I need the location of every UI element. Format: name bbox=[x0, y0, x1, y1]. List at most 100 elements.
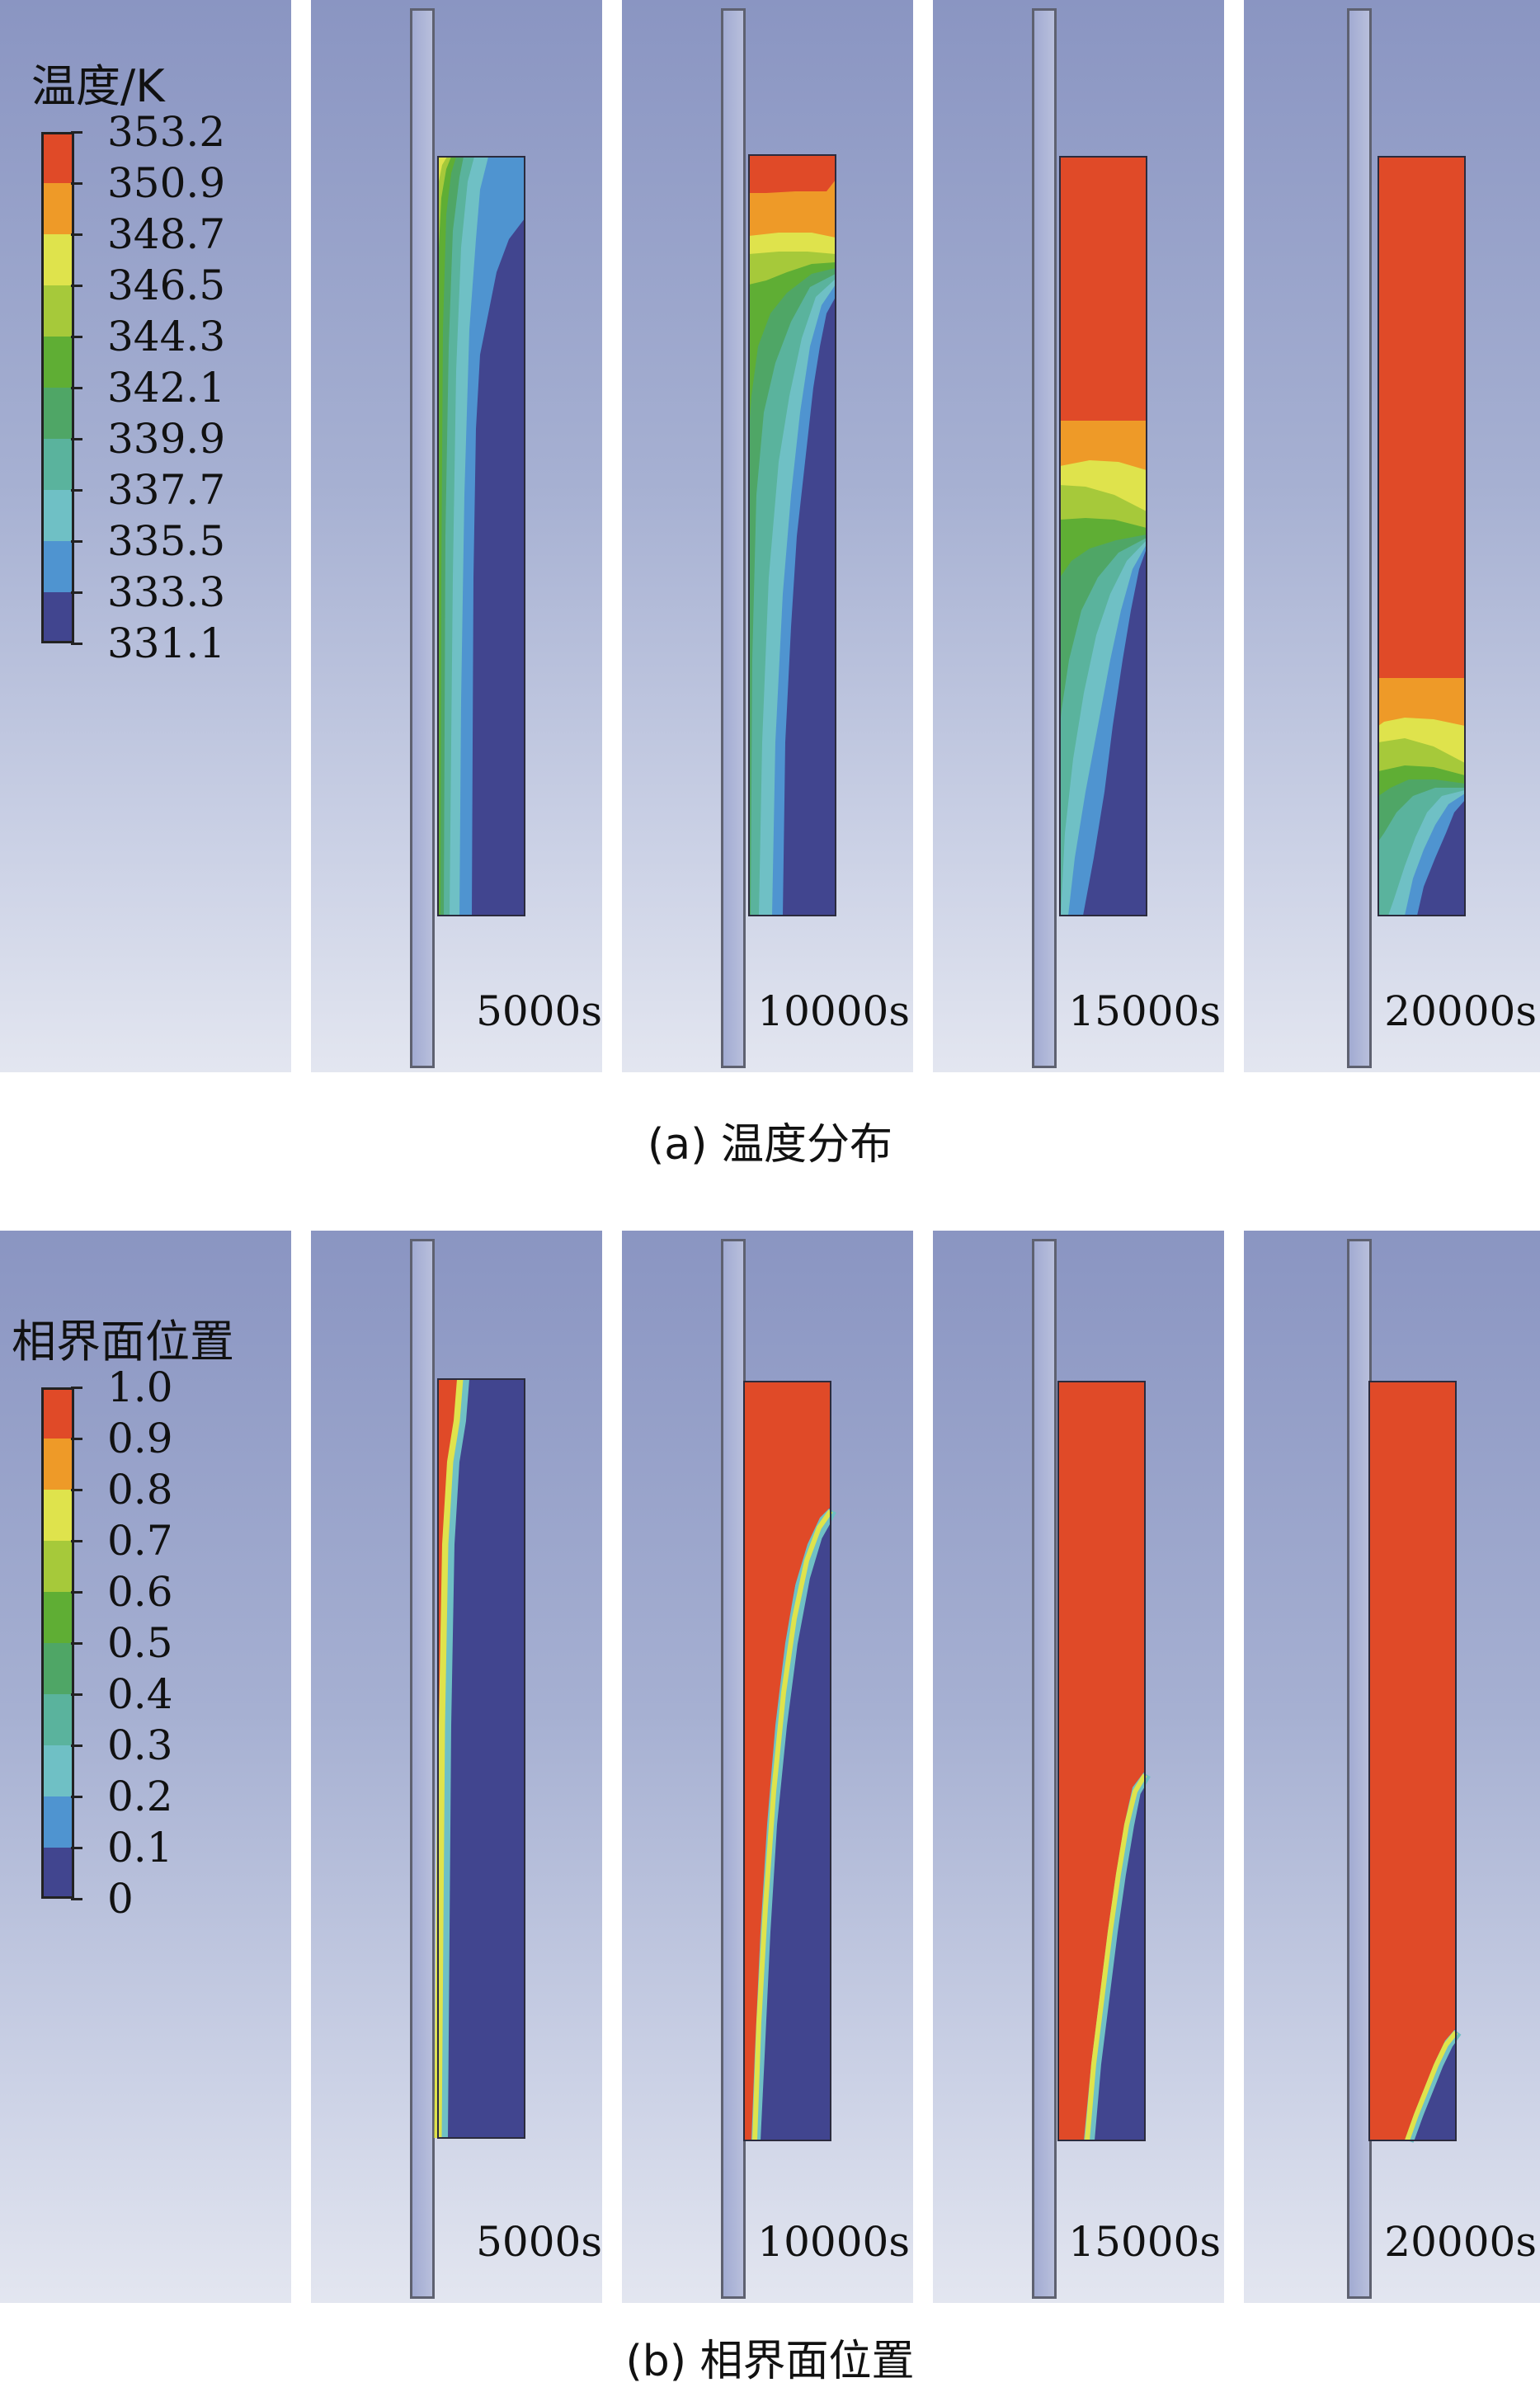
interface-band bbox=[752, 1509, 833, 2141]
temperature-legend-panel: 温度/K 353.2 350.9 348.7 346.5 344.3 342.1 339.9… bbox=[0, 0, 291, 1072]
legend-swatch bbox=[41, 1387, 74, 1438]
time-label: 5000s bbox=[476, 987, 602, 1035]
zone-342 bbox=[438, 157, 456, 916]
zone-353 bbox=[749, 155, 836, 193]
liquid-region bbox=[744, 1382, 831, 2140]
legend-swatch bbox=[41, 541, 74, 592]
legend-swatch bbox=[41, 234, 74, 285]
legend-tick bbox=[71, 1591, 82, 1594]
legend-swatch bbox=[41, 1745, 74, 1796]
legend-tick bbox=[71, 591, 82, 594]
legend-swatch bbox=[41, 592, 74, 643]
phase-panel-4: 20000s bbox=[1244, 1231, 1540, 2303]
caption-b: (b) 相界面位置 bbox=[625, 2337, 915, 2386]
legend-label: 344.3 bbox=[107, 313, 226, 360]
pcm-region-outline bbox=[1368, 1381, 1457, 2141]
temperature-section: 温度/K 353.2 350.9 348.7 346.5 344.3 342.1 339.9… bbox=[0, 0, 1540, 1072]
time-label: 15000s bbox=[1068, 987, 1221, 1035]
temperature-field-1 bbox=[437, 156, 525, 916]
pcm-region-outline bbox=[437, 156, 525, 916]
legend-swatch bbox=[41, 388, 74, 439]
legend-tick bbox=[71, 387, 82, 389]
legend-swatch bbox=[41, 1848, 74, 1899]
temperature-legend-title: 温度/K bbox=[31, 60, 165, 112]
legend-swatch bbox=[41, 285, 74, 337]
legend-label: 0 bbox=[107, 1875, 134, 1923]
phase-legend-title: 相界面位置 bbox=[12, 1316, 234, 1368]
legend-tick bbox=[71, 1898, 82, 1900]
legend-label: 0.4 bbox=[107, 1670, 173, 1718]
tube-wall bbox=[410, 8, 435, 1068]
tube-wall bbox=[721, 8, 746, 1068]
tube-wall bbox=[1032, 1239, 1057, 2299]
pcm-region-outline bbox=[743, 1381, 831, 2141]
phase-field-3 bbox=[1057, 1381, 1151, 2141]
tube-wall bbox=[410, 1239, 435, 2299]
legend-label: 0.1 bbox=[107, 1824, 173, 1872]
zone-339 bbox=[438, 157, 464, 916]
phase-panel-3: 15000s bbox=[933, 1231, 1224, 2303]
zone-353 bbox=[1378, 157, 1465, 678]
legend-label: 331.1 bbox=[107, 619, 226, 667]
liquid-region bbox=[438, 1379, 457, 1808]
legend-tick bbox=[71, 643, 82, 645]
legend-swatch bbox=[41, 337, 74, 388]
legend-tick bbox=[71, 1796, 82, 1798]
caption-a: (a) 温度分布 bbox=[648, 1120, 892, 1170]
pcm-region-outline bbox=[437, 1378, 525, 2139]
legend-swatch bbox=[41, 1643, 74, 1694]
legend-swatch bbox=[41, 1541, 74, 1592]
legend-tick bbox=[71, 1438, 82, 1440]
legend-tick bbox=[71, 182, 82, 185]
temperature-colorbar: 353.2 350.9 348.7 346.5 344.3 342.1 339.9 337.7… bbox=[41, 111, 225, 664]
legend-tick bbox=[71, 336, 82, 338]
legend-label: 335.5 bbox=[107, 517, 226, 565]
phase-colorbar: 1.0 0.9 0.8 0.7 0.6 0.5 0.4 0.3 0.2 0.1 0 bbox=[41, 1367, 173, 1919]
phase-interface-section: 相界面位置 1.0 0.9 0.8 0.7 0.6 0.5 0.4 0.3 0.2 0.1 0 50… bbox=[0, 1231, 1540, 2303]
phase-field-4 bbox=[1368, 1381, 1462, 2143]
legend-label: 0.2 bbox=[107, 1773, 173, 1820]
pcm-region-outline bbox=[1059, 156, 1147, 916]
legend-label: 333.3 bbox=[107, 568, 226, 616]
legend-tick bbox=[71, 1745, 82, 1747]
temperature-panel-1: 5000s bbox=[311, 0, 602, 1072]
legend-tick bbox=[71, 438, 82, 440]
temperature-panel-3: 15000s bbox=[933, 0, 1224, 1072]
temperature-field-2 bbox=[748, 154, 836, 916]
legend-label: 350.9 bbox=[107, 159, 226, 207]
time-label: 15000s bbox=[1068, 2218, 1221, 2266]
phase-legend-panel: 相界面位置 1.0 0.9 0.8 0.7 0.6 0.5 0.4 0.3 0.2 0.1 0 bbox=[0, 1231, 291, 2303]
legend-label: 346.5 bbox=[107, 261, 226, 309]
temperature-panel-2: 10000s bbox=[622, 0, 913, 1072]
time-label: 20000s bbox=[1384, 987, 1537, 1035]
zone-346 bbox=[438, 157, 447, 190]
legend-tick bbox=[71, 489, 82, 492]
temperature-panel-4: 20000s bbox=[1244, 0, 1540, 1072]
legend-swatch bbox=[41, 1796, 74, 1848]
phase-field-1 bbox=[434, 1378, 525, 2139]
phase-field-2 bbox=[743, 1381, 836, 2141]
tube-wall bbox=[1347, 8, 1372, 1068]
zone-339 bbox=[749, 155, 836, 916]
legend-swatch bbox=[41, 1438, 74, 1490]
time-label: 5000s bbox=[476, 2218, 602, 2266]
legend-label: 1.0 bbox=[107, 1363, 173, 1411]
legend-label: 337.7 bbox=[107, 466, 226, 514]
legend-tick bbox=[71, 1489, 82, 1491]
legend-swatch bbox=[41, 1490, 74, 1541]
legend-swatch bbox=[41, 1592, 74, 1643]
legend-tick bbox=[71, 1642, 82, 1645]
legend-tick bbox=[71, 1693, 82, 1696]
zone-344 bbox=[438, 157, 451, 247]
legend-swatch bbox=[41, 183, 74, 234]
zone-353 bbox=[1060, 157, 1147, 421]
legend-tick bbox=[71, 1847, 82, 1849]
legend-swatch bbox=[41, 439, 74, 490]
legend-label: 339.9 bbox=[107, 415, 226, 463]
legend-label: 0.9 bbox=[107, 1415, 173, 1462]
interface-band bbox=[1085, 1773, 1147, 2141]
legend-tick bbox=[71, 1540, 82, 1542]
legend-label: 0.7 bbox=[107, 1517, 173, 1565]
legend-swatch bbox=[41, 132, 74, 183]
interface-band bbox=[434, 1378, 464, 2139]
